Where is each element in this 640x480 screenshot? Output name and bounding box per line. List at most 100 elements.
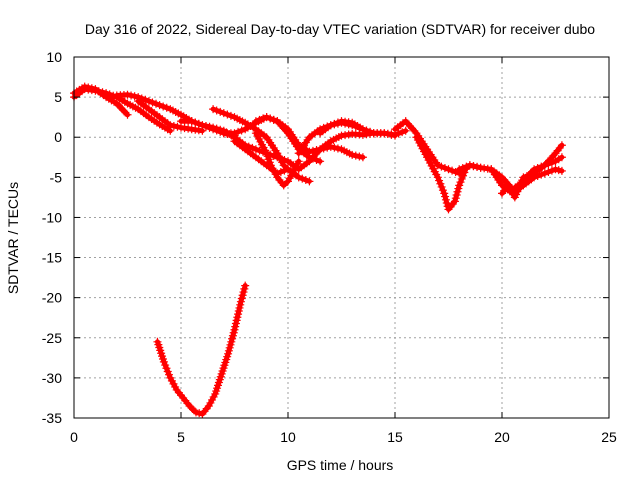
marker xyxy=(130,92,139,101)
marker xyxy=(223,110,232,119)
data-point xyxy=(305,177,314,186)
series-track-4 xyxy=(134,97,207,135)
data-point xyxy=(358,125,367,134)
marker xyxy=(152,99,161,108)
data-point xyxy=(465,161,474,170)
marker xyxy=(383,130,392,139)
marker xyxy=(234,127,243,136)
marker xyxy=(330,143,339,152)
marker xyxy=(355,152,364,161)
marker xyxy=(216,107,225,116)
data-point xyxy=(123,90,132,99)
y-tick-label: -25 xyxy=(42,330,62,346)
marker xyxy=(312,155,321,164)
marker xyxy=(547,166,556,175)
marker xyxy=(255,115,264,124)
marker xyxy=(127,91,136,100)
y-tick-label: 0 xyxy=(54,129,62,145)
marker xyxy=(301,176,310,185)
plot-frame xyxy=(73,56,610,419)
x-axis-label: GPS time / hours xyxy=(287,457,394,473)
x-tick-label: 5 xyxy=(177,429,185,445)
marker xyxy=(191,118,200,127)
data-point xyxy=(557,141,566,150)
y-axis-label: SDTVAR / TECUs xyxy=(5,182,21,294)
data-point xyxy=(294,173,303,182)
data-point xyxy=(230,129,239,138)
marker xyxy=(141,95,150,104)
data-point xyxy=(262,113,271,122)
x-tick-label: 20 xyxy=(494,429,510,445)
series-track-6 xyxy=(209,105,299,178)
series-track-5 xyxy=(177,117,367,174)
marker xyxy=(537,170,546,179)
data-point xyxy=(279,181,288,190)
marker xyxy=(266,114,275,123)
series-track-18 xyxy=(153,281,250,418)
marker xyxy=(526,170,535,179)
data-point xyxy=(540,169,549,178)
y-tick-label: -15 xyxy=(42,250,62,266)
data-point xyxy=(187,117,196,126)
marker xyxy=(226,111,235,120)
data-point xyxy=(219,109,228,118)
data-point xyxy=(455,165,464,174)
series-track-17 xyxy=(498,141,566,202)
marker xyxy=(366,127,375,136)
marker xyxy=(276,167,285,176)
marker xyxy=(169,121,178,130)
series-track-14 xyxy=(412,133,470,214)
marker xyxy=(212,106,221,115)
data-point xyxy=(80,82,89,91)
marker xyxy=(462,162,471,171)
marker xyxy=(194,119,203,128)
data-point xyxy=(209,123,218,132)
x-tick-label: 15 xyxy=(387,429,403,445)
data-point xyxy=(444,165,453,174)
marker xyxy=(473,162,482,171)
marker xyxy=(387,130,396,139)
marker xyxy=(333,118,342,127)
y-tick-label: -10 xyxy=(42,209,62,225)
marker xyxy=(312,146,321,155)
marker xyxy=(280,166,289,175)
series-track-13 xyxy=(391,117,485,178)
marker xyxy=(458,163,467,172)
data-point xyxy=(123,110,132,119)
x-tick-label: 10 xyxy=(280,429,296,445)
marker xyxy=(308,146,317,155)
data-point xyxy=(241,281,250,290)
data-point xyxy=(380,129,389,138)
series-track-9 xyxy=(251,129,303,190)
marker xyxy=(173,122,182,131)
marker xyxy=(362,126,371,135)
marker xyxy=(351,151,360,160)
marker xyxy=(333,144,342,153)
marker xyxy=(259,114,268,123)
marker xyxy=(148,98,157,107)
series-track-10 xyxy=(251,113,378,156)
data-point xyxy=(279,161,288,170)
marker xyxy=(269,115,278,124)
marker xyxy=(201,121,210,130)
data-point xyxy=(519,173,528,182)
y-tick-label: -35 xyxy=(42,410,62,426)
axis-ticks: 0 5 10 15 20 25 10 5 0 -5 -10 -15 -20 -25 -30 -35 xyxy=(42,49,617,445)
marker xyxy=(162,103,171,112)
data-point xyxy=(401,126,410,135)
data-point xyxy=(294,157,303,166)
data-point xyxy=(557,166,566,175)
data-point xyxy=(316,157,325,166)
marker xyxy=(398,128,407,137)
marker xyxy=(212,124,221,133)
marker xyxy=(205,122,214,131)
marker xyxy=(159,102,168,111)
series-track-16 xyxy=(487,165,566,198)
marker xyxy=(237,126,246,135)
marker xyxy=(544,167,553,176)
x-tick-label: 25 xyxy=(601,429,617,445)
series-track-2 xyxy=(70,82,132,119)
marker xyxy=(448,166,457,175)
data-point xyxy=(326,121,335,130)
data-point xyxy=(358,153,367,162)
